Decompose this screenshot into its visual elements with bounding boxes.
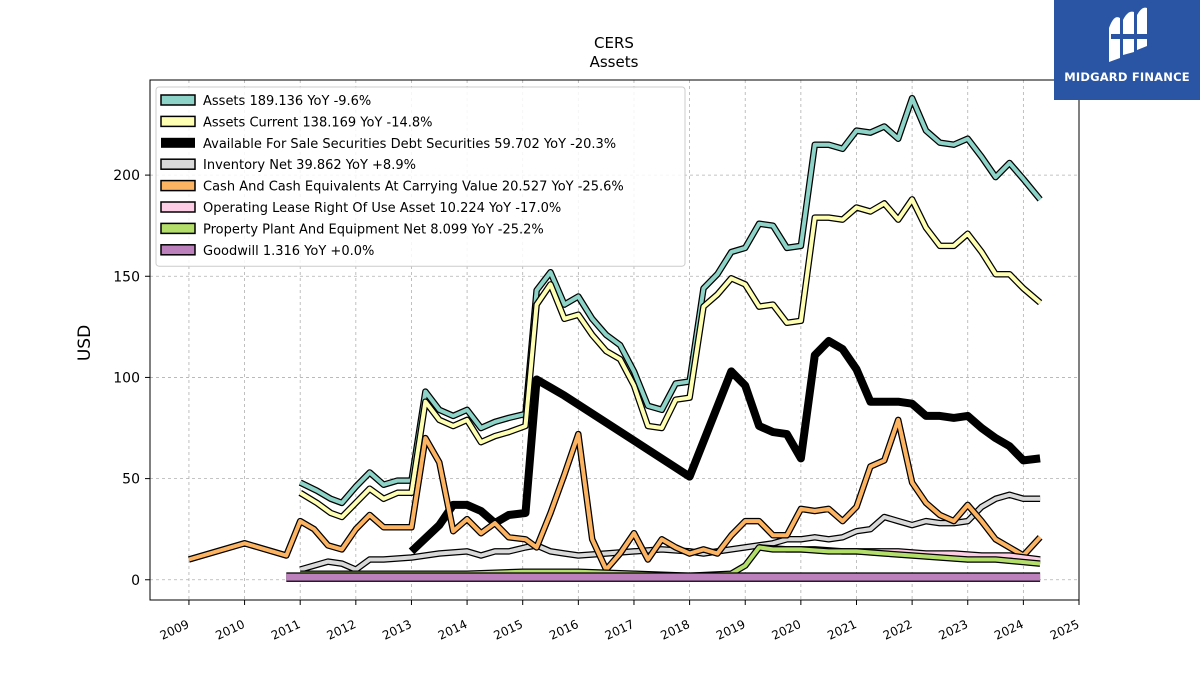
x-tick-label: 2023 xyxy=(937,617,971,643)
legend-label: Property Plant And Equipment Net 8.099 Y… xyxy=(203,222,544,237)
legend-entry: Operating Lease Right Of Use Asset 10.22… xyxy=(160,201,561,216)
legend-label: Inventory Net 39.862 YoY +8.9% xyxy=(203,158,416,173)
legend-swatch xyxy=(160,201,196,213)
x-tick-label: 2014 xyxy=(436,617,470,643)
series-2 xyxy=(408,337,1041,555)
x-tick-label: 2015 xyxy=(492,617,526,643)
y-tick-label: 50 xyxy=(122,472,140,488)
legend-swatch xyxy=(160,94,196,106)
x-tick-label: 2009 xyxy=(158,617,192,643)
legend-label: Assets 189.136 YoY -9.6% xyxy=(203,94,371,109)
series-line xyxy=(188,417,1042,572)
legend-swatch xyxy=(160,244,196,256)
legend-swatch xyxy=(161,137,195,148)
legend-entry: Property Plant And Equipment Net 8.099 Y… xyxy=(160,222,544,237)
x-tick-label: 2021 xyxy=(825,617,859,643)
x-tick-label: 2025 xyxy=(1048,617,1082,643)
series-layer xyxy=(187,94,1043,582)
series-1 xyxy=(298,196,1043,521)
midgard-logo-icon xyxy=(1109,7,1149,62)
x-tick-label: 2016 xyxy=(547,617,581,643)
legend-swatch xyxy=(160,158,196,170)
x-tick-label: 2013 xyxy=(380,617,414,643)
y-tick-label: 150 xyxy=(113,269,140,285)
plot-frame xyxy=(149,79,1080,601)
legend-entry: Assets Current 138.169 YoY -14.8% xyxy=(160,115,433,130)
legend-label: Operating Lease Right Of Use Asset 10.22… xyxy=(203,201,561,216)
legend-swatch xyxy=(160,179,196,192)
legend-entry: Goodwill 1.316 YoY +0.0% xyxy=(160,244,374,259)
legend-swatch xyxy=(160,222,196,235)
x-tick-label: 2012 xyxy=(325,617,359,643)
y-axis-label: USD xyxy=(75,325,95,361)
y-axis: 0 50 100 150 200 xyxy=(113,168,150,589)
x-tick-label: 2017 xyxy=(603,617,637,643)
series-4 xyxy=(187,416,1043,573)
legend-entry: Inventory Net 39.862 YoY +8.9% xyxy=(160,158,416,173)
y-tick-label: 200 xyxy=(113,168,140,184)
midgard-finance-logo: MIDGARD FINANCE xyxy=(1054,0,1200,100)
y-tick-label: 0 xyxy=(131,573,140,589)
series-line xyxy=(299,197,1042,519)
x-tick-label: 2020 xyxy=(770,617,804,643)
legend-swatch xyxy=(160,115,196,128)
x-tick-label: 2010 xyxy=(213,617,247,643)
chart-subtitle: Assets xyxy=(590,53,639,71)
series-line xyxy=(300,545,1041,578)
logo-text: MIDGARD FINANCE xyxy=(1064,70,1190,84)
legend-entry: Assets 189.136 YoY -9.6% xyxy=(160,94,371,109)
x-tick-label: 2024 xyxy=(992,617,1026,643)
legend-label: Cash And Cash Equivalents At Carrying Va… xyxy=(203,180,624,195)
x-axis: 2009 2010 2011 2012 2013 2014 2015 2016 2017 2018… xyxy=(158,600,1082,643)
legend-entry: Cash And Cash Equivalents At Carrying Va… xyxy=(160,179,624,195)
legend-box xyxy=(155,86,686,267)
x-tick-label: 2018 xyxy=(658,617,692,643)
x-tick-label: 2011 xyxy=(269,617,303,643)
x-tick-label: 2022 xyxy=(881,617,915,643)
legend: Assets 189.136 YoY -9.6% Assets Current 1… xyxy=(155,86,686,267)
y-tick-label: 100 xyxy=(113,370,140,386)
legend-label: Available For Sale Securities Debt Secur… xyxy=(203,137,616,152)
chart-title: CERS xyxy=(594,34,634,52)
series-line xyxy=(408,337,1041,555)
legend-label: Assets Current 138.169 YoY -14.8% xyxy=(203,115,433,130)
legend-label: Goodwill 1.316 YoY +0.0% xyxy=(203,244,374,259)
legend-entry: Available For Sale Securities Debt Secur… xyxy=(161,137,616,152)
x-tick-label: 2019 xyxy=(714,617,748,643)
series-6 xyxy=(300,544,1041,579)
